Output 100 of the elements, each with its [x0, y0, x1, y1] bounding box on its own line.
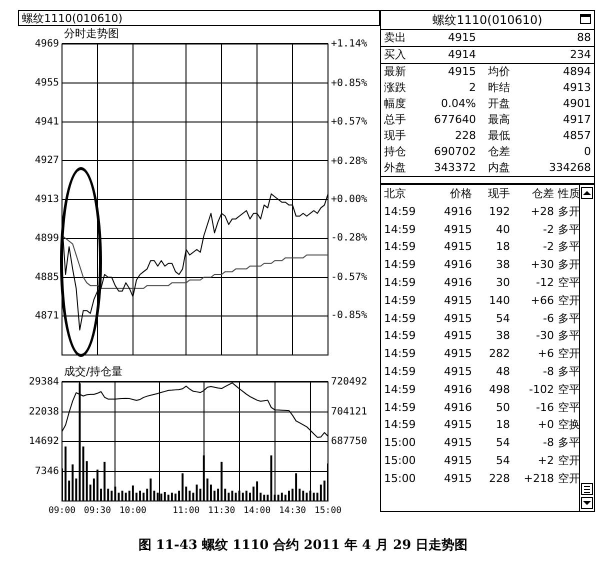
y2-tick-label: +0.57% — [331, 116, 368, 128]
y2-tick-label: +0.28% — [331, 156, 368, 167]
text: 282 — [488, 346, 510, 362]
x-tick-label: 11:30 — [208, 506, 236, 516]
x-tick-label: 11:00 — [172, 506, 200, 516]
text: 15:00 — [384, 452, 417, 469]
text: 192 — [488, 204, 510, 220]
text: 幅度 — [384, 96, 407, 112]
text: 4915 — [443, 328, 472, 344]
y2-tick-label: -0.85% — [331, 310, 368, 322]
text: 4916 — [443, 274, 472, 291]
text: 14:59 — [384, 328, 417, 344]
y2-tick-label: 704121 — [331, 406, 368, 418]
text: 14:59 — [384, 204, 417, 220]
y-tick-label: 4871 — [34, 310, 59, 322]
text: 4915 — [443, 435, 472, 452]
text: 4915 — [443, 239, 472, 256]
text: 228 — [454, 128, 476, 144]
text: 4915 — [447, 30, 476, 46]
y2-tick-label: +0.85% — [331, 78, 368, 90]
text: 多开 — [557, 204, 581, 220]
text: 4916 — [443, 204, 472, 220]
text: 内盘 — [487, 160, 511, 176]
text: 价格 — [449, 186, 472, 202]
text: 14:59 — [384, 292, 417, 309]
text: 4916 — [443, 400, 472, 416]
text: +218 — [522, 470, 554, 487]
text: 54 — [495, 452, 510, 469]
y2-tick-label: -0.28% — [331, 232, 368, 244]
text: 北京 — [384, 186, 407, 202]
y-tick-label: 4955 — [34, 77, 59, 88]
x-tick-label: 14:30 — [278, 506, 306, 516]
text: -8 — [542, 364, 554, 380]
text: -102 — [528, 382, 554, 398]
text: 4915 — [447, 64, 476, 80]
text: -2 — [542, 239, 554, 256]
text: -30 — [535, 328, 554, 344]
text: 4915 — [443, 292, 472, 309]
text: 空平 — [557, 274, 581, 291]
text: +0 — [536, 417, 554, 434]
text: 14:59 — [384, 222, 417, 238]
text: 仓差 — [531, 186, 554, 202]
text: 2 — [468, 80, 476, 96]
text: 昨结 — [487, 80, 511, 96]
text: 多平 — [557, 435, 581, 452]
text: 54 — [495, 435, 510, 452]
text: 30 — [495, 274, 510, 291]
text: 4894 — [562, 64, 591, 80]
text: 4915 — [443, 222, 472, 238]
y-tick-label: 14692 — [28, 436, 59, 448]
text: 234 — [569, 47, 591, 63]
text: 最高 — [487, 112, 511, 128]
text: +66 — [530, 292, 554, 309]
y-tick-label: 4927 — [34, 155, 59, 166]
text: 最新 — [384, 64, 407, 80]
text: 4917 — [562, 112, 591, 128]
text: 现手 — [487, 186, 510, 202]
text: 开盘 — [487, 96, 511, 112]
text: 14:59 — [384, 346, 417, 362]
text: +2 — [536, 452, 554, 469]
text: 4916 — [443, 257, 472, 274]
y-tick-label: 4899 — [34, 232, 59, 244]
text: 多平 — [557, 239, 581, 256]
text: 4915 — [443, 364, 472, 380]
y-tick-label: 4913 — [34, 194, 59, 206]
text: 4915 — [443, 417, 472, 434]
text: 14:59 — [384, 310, 417, 327]
chart-subtitle: 螺纹1110(010610) — [18, 10, 380, 26]
text: 4914 — [447, 47, 476, 63]
text: 14:59 — [384, 257, 417, 274]
y2-tick-label: 687750 — [331, 436, 368, 448]
text: 88 — [576, 30, 591, 46]
text: 14:59 — [384, 417, 417, 434]
text: 15:00 — [384, 470, 417, 487]
text: 14:59 — [384, 400, 417, 416]
y2-tick-label: +1.14% — [331, 38, 368, 50]
y-tick-label: 4941 — [34, 116, 59, 128]
y-tick-label: 22038 — [28, 406, 59, 418]
x-tick-label: 14:00 — [244, 506, 271, 516]
text: 空开 — [557, 452, 581, 469]
text: 多平 — [557, 328, 581, 344]
text: 多平 — [557, 310, 581, 327]
text: 14:59 — [384, 364, 417, 380]
text: 4913 — [562, 80, 591, 96]
text: 0.04% — [440, 96, 476, 112]
text: 343372 — [433, 160, 476, 176]
x-tick-label: 10:00 — [119, 506, 146, 516]
text: 4916 — [443, 382, 472, 398]
text: 多平 — [557, 222, 581, 238]
text: 0 — [583, 144, 591, 160]
text: 54 — [495, 310, 510, 327]
text: 14:59 — [384, 382, 417, 398]
text: 4915 — [443, 346, 472, 362]
text: 4915 — [443, 310, 472, 327]
text: 4857 — [562, 128, 591, 144]
chart-title: 分时走势图 — [62, 26, 328, 44]
text: 空开 — [557, 292, 581, 309]
text: 690702 — [433, 144, 476, 160]
text: 最低 — [487, 128, 511, 144]
text: 4901 — [562, 96, 591, 112]
